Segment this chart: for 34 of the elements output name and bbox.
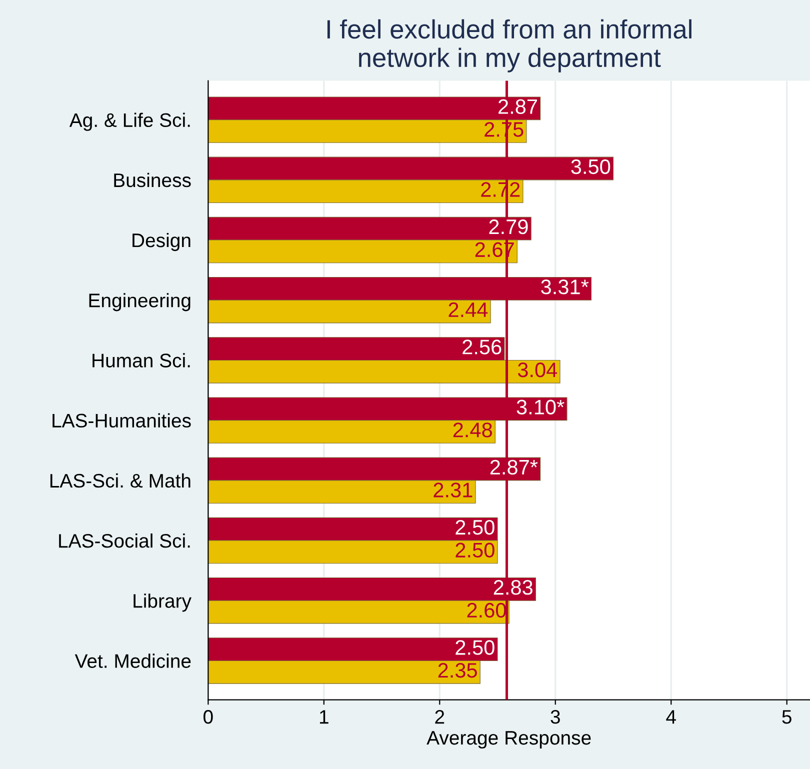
x-tick-label: 5 — [782, 710, 792, 724]
y-tick-label: Ag. & Life Sci. — [69, 112, 190, 131]
data-label: 2.87* — [490, 460, 538, 475]
data-label: 2.50 — [456, 640, 494, 655]
data-label: 2.83 — [494, 580, 532, 595]
y-tick-label: Library — [134, 594, 192, 612]
data-label: 3.10* — [516, 400, 564, 414]
data-label: 3.31* — [541, 280, 589, 294]
chart-title: I feel excluded from an informal network in my department — [327, 19, 692, 72]
x-axis-title: Average Response — [426, 731, 591, 749]
y-tick-label: LAS-Social Sci. — [59, 533, 190, 548]
data-label: 3.04 — [518, 362, 558, 378]
x-tick-label: 1 — [320, 710, 328, 724]
data-label: 2.31 — [434, 482, 472, 498]
y-tick-label: LAS-Sci. & Math — [50, 473, 190, 488]
y-tick-label: Vet. Medicine — [74, 654, 191, 668]
y-tick-label: Business — [114, 172, 191, 188]
data-label: 2.56 — [462, 340, 502, 354]
data-label: 2.50 — [456, 520, 494, 535]
y-tick-label: Engineering — [89, 293, 190, 312]
y-tick-label: Design — [132, 232, 190, 252]
y-tick-label: LAS-Humanities — [52, 413, 191, 428]
x-tick-label: 0 — [204, 710, 213, 724]
y-tick-label: Human Sci. — [92, 353, 190, 368]
data-label: 2.50 — [456, 542, 494, 558]
data-label: 2.79 — [489, 219, 528, 234]
x-tick-label: 2 — [435, 710, 444, 724]
data-label: 2.44 — [448, 302, 488, 317]
x-tick-label: 4 — [666, 710, 676, 724]
data-label: 2.35 — [438, 662, 477, 678]
data-label: 2.87 — [498, 99, 537, 114]
data-label: 3.50 — [571, 159, 610, 174]
data-label: 2.48 — [453, 422, 492, 438]
x-tick-label: 3 — [550, 710, 560, 724]
